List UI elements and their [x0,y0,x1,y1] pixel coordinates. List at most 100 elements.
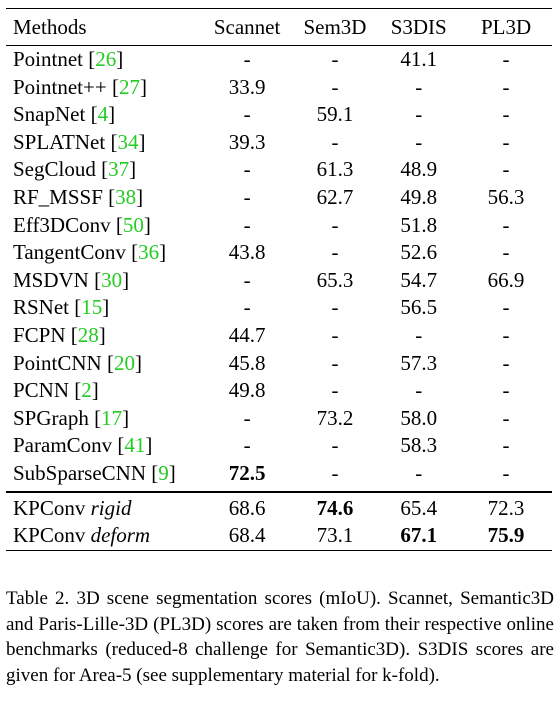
citation-link[interactable]: 27 [118,74,140,99]
score-sem3d: 62.7 [316,184,354,209]
table-header-row: Methods Scannet Sem3D S3DIS PL3D [6,8,552,46]
citation-link[interactable]: 28 [77,322,99,347]
method-cell: PCNN [2] [13,378,99,403]
score-scannet: - [243,184,251,209]
method-name: SPGraph [13,405,95,430]
citation-link[interactable]: 9 [158,460,169,485]
score-s3dis: 48.9 [400,157,438,182]
score-sem3d: - [331,433,339,458]
method-name: PointCNN [13,350,107,375]
results-table-container: Methods Scannet Sem3D S3DIS PL3D Pointne… [6,8,552,551]
header-pl3d: PL3D [480,15,532,39]
score-scannet: 43.8 [228,240,266,265]
score-sem3d: - [331,378,339,403]
score-pl3d: 75.9 [487,523,525,548]
table-row: FCPN [28] 44.7 - - - [6,322,552,350]
header-scannet: Scannet [213,15,281,39]
score-scannet: - [243,212,251,237]
score-s3dis: 51.8 [400,212,438,237]
score-scannet: - [243,267,251,292]
method-name: KPConv [13,523,91,548]
score-sem3d: - [331,74,339,99]
score-s3dis: - [415,322,423,347]
table-row: SubSparseCNN [9] 72.5 - - - [6,460,552,492]
score-s3dis: 52.6 [400,240,438,265]
score-sem3d: 73.2 [316,405,354,430]
method-name: Pointnet [13,47,89,71]
score-scannet: - [243,102,251,127]
score-sem3d: - [331,350,339,375]
method-name: TangentConv [13,240,132,265]
method-variant: rigid [90,495,132,520]
table-row: ParamConv [41] - - 58.3 - [6,432,552,460]
score-pl3d: - [502,433,510,458]
table-row: KPConv rigid 68.6 74.6 65.4 72.3 [6,492,552,523]
method-name: SegCloud [13,157,102,182]
method-name: PCNN [13,378,75,403]
method-cell: RF_MSSF [38] [13,184,144,209]
method-cell: PointCNN [20] [13,350,142,375]
citation-link[interactable]: 41 [124,433,146,458]
citation-link[interactable]: 4 [97,102,109,127]
citation-link[interactable]: 26 [95,47,117,71]
score-s3dis: - [415,74,423,99]
citation-link[interactable]: 17 [101,405,123,430]
method-cell: SubSparseCNN [9] [13,460,176,485]
method-name: ParamConv [13,433,118,458]
method-name: SubSparseCNN [13,460,152,485]
citation-link[interactable]: 2 [81,378,92,403]
score-pl3d: - [502,378,510,403]
method-cell: KPConv rigid [6,492,202,523]
method-name: SnapNet [13,102,91,127]
score-sem3d: - [331,212,339,237]
citation-link[interactable]: 50 [122,212,144,237]
table-body-methods: Pointnet [26] - -41.1- Pointnet++ [27] 33.9-… [6,46,552,492]
score-s3dis: 58.0 [400,405,438,430]
score-pl3d: - [502,405,510,430]
score-scannet: 49.8 [228,378,266,403]
header-sem3d: Sem3D [303,15,367,39]
citation-link[interactable]: 36 [138,240,160,265]
score-scannet: 33.9 [228,74,266,99]
table-row: Eff3DConv [50] - - 51.8 - [6,212,552,240]
citation-link[interactable]: 34 [117,129,139,154]
method-cell: SPLATNet [34] [13,129,146,154]
table-row: Pointnet++ [27] 33.9 - - - [6,74,552,102]
method-name: RSNet [13,295,75,320]
method-name: MSDVN [13,267,95,292]
score-s3dis: - [415,378,423,403]
table-caption: Table 2. 3D scene segmentation scores (m… [6,588,554,686]
table-row: RF_MSSF [38] - 62.7 49.8 56.3 [6,184,552,212]
header-s3dis: S3DIS [390,15,447,39]
method-cell: MSDVN [30] [13,267,130,292]
score-sem3d: - [331,240,339,265]
score-sem3d: 59.1 [316,102,354,127]
score-scannet: 72.5 [228,460,266,485]
score-s3dis: 67.1 [400,523,438,548]
score-sem3d: - [331,47,339,71]
score-pl3d: - [502,295,510,320]
results-table: Methods Scannet Sem3D S3DIS PL3D Pointne… [6,8,552,551]
score-scannet: - [243,405,251,430]
method-cell: ParamConv [41] [13,433,153,458]
score-sem3d: 74.6 [316,495,354,520]
score-scannet: - [243,295,251,320]
method-cell: Eff3DConv [50] [13,212,151,237]
score-sem3d: 73.1 [316,523,354,548]
score-s3dis: - [415,460,423,485]
citation-link[interactable]: 30 [101,267,123,292]
citation-link[interactable]: 38 [115,184,137,209]
score-scannet: 45.8 [228,350,266,375]
method-cell: Pointnet [26] [13,47,124,71]
score-s3dis: 54.7 [400,267,438,292]
method-name: Eff3DConv [13,212,116,237]
citation-link[interactable]: 37 [108,157,130,182]
score-pl3d: - [502,212,510,237]
table-row: SPGraph [17] - 73.2 58.0 - [6,405,552,433]
score-s3dis: 41.1 [400,47,438,71]
citation-link[interactable]: 15 [81,295,103,320]
citation-link[interactable]: 20 [113,350,135,375]
score-pl3d: - [502,322,510,347]
score-pl3d: - [502,157,510,182]
table-row: KPConv deform 68.4 73.1 67.1 75.9 [6,522,552,551]
